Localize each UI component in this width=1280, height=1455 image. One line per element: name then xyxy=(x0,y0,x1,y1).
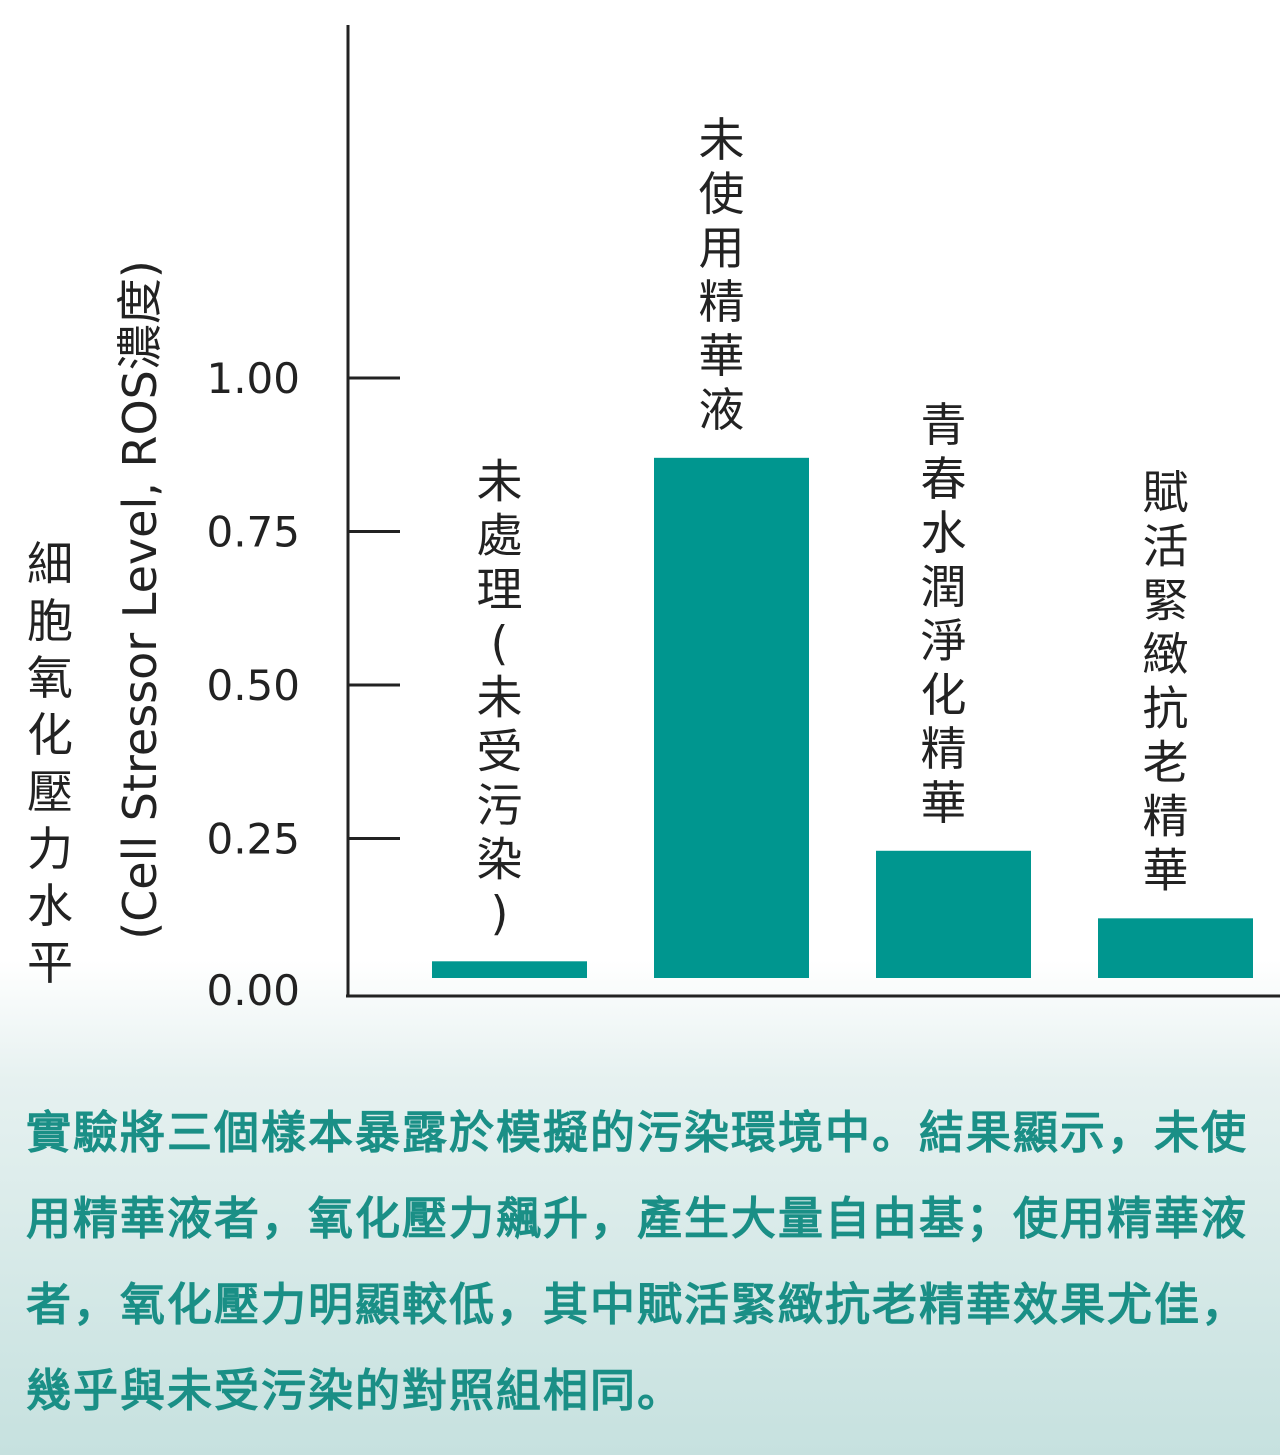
y-tick-label: 0.75 xyxy=(206,508,300,557)
bar-3 xyxy=(876,850,1031,978)
caption-text: 實驗將三個樣本暴露於模擬的污染環境中。結果顯示，未使用精華液者，氧化壓力飆升，產… xyxy=(26,1106,1249,1417)
y-tick-label: 1.00 xyxy=(206,354,300,403)
bar-4 xyxy=(1098,918,1253,978)
bar-label-1: 未處理(未受污染) xyxy=(477,454,523,940)
y-axis-title-cn: 細胞氧化壓力水平 xyxy=(27,537,73,990)
y-axis-title-cn-text: 細胞氧化壓力水平 xyxy=(27,537,73,990)
y-axis-ticks: 0.00 0.25 0.50 0.75 1.00 xyxy=(206,354,400,1015)
y-axis-title-en: (Cell Stressor Level, ROS濃度) xyxy=(113,260,167,940)
bar-1 xyxy=(432,961,587,978)
bar-labels-group: 未處理(未受污染) 未使用精華液青春水潤淨化精華 賦活緊緻抗老精華 xyxy=(477,113,1189,940)
bar-label-4: 賦活緊緻抗老精華 xyxy=(1143,465,1189,897)
y-tick-label: 0.50 xyxy=(206,661,300,710)
y-tick-label: 0.00 xyxy=(206,966,300,1015)
bar-label-3: 青春水潤淨化精華 xyxy=(921,398,967,830)
y-tick-label: 0.25 xyxy=(206,815,300,864)
bar-chart: 細胞氧化壓力水平 (Cell Stressor Level, ROS濃度) 0.… xyxy=(27,25,1280,1015)
bar-2 xyxy=(654,457,809,978)
bars-group xyxy=(432,457,1253,978)
bar-label-2: 未使用精華液 xyxy=(699,113,745,437)
